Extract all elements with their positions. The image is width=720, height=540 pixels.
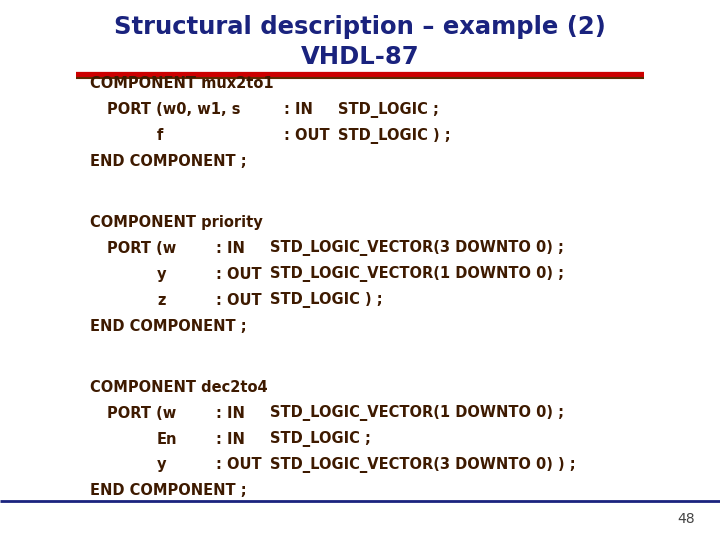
Text: : IN: : IN — [216, 431, 245, 447]
Text: END COMPONENT ;: END COMPONENT ; — [90, 154, 247, 169]
Text: END COMPONENT ;: END COMPONENT ; — [90, 319, 247, 334]
Text: COMPONENT priority: COMPONENT priority — [90, 215, 263, 230]
Text: STD_LOGIC_VECTOR(1 DOWNTO 0) ;: STD_LOGIC_VECTOR(1 DOWNTO 0) ; — [270, 266, 564, 282]
Text: COMPONENT mux2to1: COMPONENT mux2to1 — [90, 76, 274, 91]
Text: 48: 48 — [678, 512, 695, 526]
Text: : IN: : IN — [216, 241, 245, 256]
Text: PORT (w: PORT (w — [107, 406, 176, 421]
Text: y: y — [157, 457, 166, 472]
Text: : OUT: : OUT — [216, 457, 261, 472]
Text: COMPONENT dec2to4: COMPONENT dec2to4 — [90, 380, 268, 395]
Text: STD_LOGIC_VECTOR(3 DOWNTO 0) ;: STD_LOGIC_VECTOR(3 DOWNTO 0) ; — [270, 240, 564, 256]
Text: f: f — [157, 128, 163, 143]
Text: : IN: : IN — [216, 406, 245, 421]
Text: z: z — [157, 293, 166, 308]
Text: STD_LOGIC ) ;: STD_LOGIC ) ; — [338, 127, 451, 144]
Text: PORT (w: PORT (w — [107, 241, 176, 256]
Text: STD_LOGIC ) ;: STD_LOGIC ) ; — [270, 292, 382, 308]
Text: : OUT: : OUT — [216, 267, 261, 282]
Text: END COMPONENT ;: END COMPONENT ; — [90, 483, 247, 498]
Text: En: En — [157, 431, 177, 447]
Text: : IN: : IN — [284, 102, 313, 117]
Text: STD_LOGIC ;: STD_LOGIC ; — [338, 102, 439, 118]
Text: : OUT: : OUT — [216, 293, 261, 308]
Text: VHDL-87: VHDL-87 — [301, 45, 419, 69]
Text: STD_LOGIC_VECTOR(3 DOWNTO 0) ) ;: STD_LOGIC_VECTOR(3 DOWNTO 0) ) ; — [270, 457, 575, 473]
Text: : OUT: : OUT — [284, 128, 330, 143]
Text: Structural description – example (2): Structural description – example (2) — [114, 15, 606, 39]
Text: PORT (w0, w1, s: PORT (w0, w1, s — [107, 102, 240, 117]
Text: y: y — [157, 267, 166, 282]
Text: STD_LOGIC_VECTOR(1 DOWNTO 0) ;: STD_LOGIC_VECTOR(1 DOWNTO 0) ; — [270, 405, 564, 421]
Text: STD_LOGIC ;: STD_LOGIC ; — [270, 431, 371, 447]
